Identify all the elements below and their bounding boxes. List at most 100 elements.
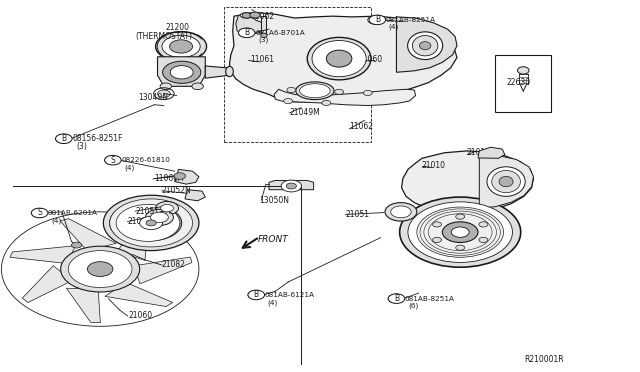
- Circle shape: [248, 290, 264, 300]
- Ellipse shape: [412, 36, 438, 56]
- Bar: [225, 7, 371, 142]
- Circle shape: [150, 212, 168, 222]
- Text: 11062: 11062: [250, 12, 274, 21]
- Text: S: S: [37, 208, 42, 218]
- Text: 08156-8251F: 08156-8251F: [73, 134, 123, 143]
- Circle shape: [68, 251, 132, 288]
- Polygon shape: [401, 151, 534, 212]
- Ellipse shape: [312, 41, 366, 77]
- Circle shape: [120, 205, 182, 241]
- Text: 081AB-8251A: 081AB-8251A: [404, 296, 455, 302]
- Circle shape: [192, 83, 204, 90]
- Polygon shape: [236, 13, 266, 35]
- Circle shape: [368, 15, 383, 24]
- Circle shape: [104, 156, 120, 164]
- Circle shape: [88, 262, 113, 276]
- Ellipse shape: [408, 32, 443, 60]
- Text: (4): (4): [389, 24, 399, 31]
- Polygon shape: [185, 190, 205, 201]
- Text: (3): (3): [258, 37, 268, 44]
- Ellipse shape: [226, 66, 234, 77]
- Circle shape: [388, 294, 403, 303]
- Text: 21082: 21082: [162, 260, 186, 269]
- Text: B: B: [244, 28, 250, 37]
- Circle shape: [287, 87, 296, 93]
- Circle shape: [385, 203, 417, 221]
- Circle shape: [145, 209, 173, 225]
- Ellipse shape: [419, 42, 431, 50]
- Ellipse shape: [241, 13, 253, 18]
- Circle shape: [399, 197, 521, 267]
- Circle shape: [31, 209, 47, 217]
- Text: 21010: 21010: [422, 161, 446, 170]
- Circle shape: [140, 216, 163, 230]
- Polygon shape: [269, 180, 314, 190]
- Circle shape: [442, 222, 478, 243]
- Circle shape: [156, 32, 207, 61]
- Text: 21014: 21014: [467, 148, 491, 157]
- Circle shape: [417, 207, 504, 257]
- Circle shape: [479, 222, 488, 227]
- Circle shape: [174, 173, 186, 179]
- Text: 081A6-B701A: 081A6-B701A: [255, 30, 305, 36]
- Circle shape: [116, 205, 180, 241]
- Text: 11060: 11060: [358, 55, 382, 64]
- Ellipse shape: [260, 33, 267, 38]
- Polygon shape: [117, 221, 148, 260]
- Circle shape: [170, 65, 193, 79]
- Text: 21049M: 21049M: [289, 108, 320, 117]
- Circle shape: [250, 12, 260, 18]
- Polygon shape: [478, 147, 505, 158]
- Text: (6): (6): [408, 303, 418, 309]
- Text: 21051+A: 21051+A: [135, 206, 171, 216]
- Circle shape: [433, 222, 442, 227]
- Circle shape: [335, 89, 344, 94]
- Text: 081AB-6121A: 081AB-6121A: [264, 292, 315, 298]
- Ellipse shape: [499, 176, 513, 187]
- Text: 21082C: 21082C: [127, 217, 157, 226]
- Circle shape: [456, 245, 465, 250]
- Ellipse shape: [307, 38, 371, 80]
- Polygon shape: [105, 282, 173, 307]
- Circle shape: [157, 90, 170, 97]
- Circle shape: [56, 134, 71, 143]
- Text: B: B: [253, 291, 259, 299]
- Ellipse shape: [300, 84, 330, 98]
- Polygon shape: [205, 66, 230, 78]
- Polygon shape: [22, 266, 72, 302]
- Text: S: S: [111, 155, 115, 165]
- Text: 11062: 11062: [349, 122, 373, 131]
- Circle shape: [388, 294, 404, 304]
- Text: (4): (4): [51, 217, 61, 224]
- Circle shape: [243, 13, 251, 18]
- Ellipse shape: [487, 167, 525, 196]
- Text: 13049N: 13049N: [138, 93, 168, 102]
- Circle shape: [364, 90, 372, 96]
- Circle shape: [109, 201, 186, 245]
- Circle shape: [286, 183, 296, 189]
- Polygon shape: [10, 246, 76, 263]
- Text: 11060A: 11060A: [154, 174, 184, 183]
- Polygon shape: [479, 156, 534, 208]
- Circle shape: [456, 214, 465, 219]
- Polygon shape: [230, 13, 457, 102]
- Text: 08226-61810: 08226-61810: [121, 157, 170, 163]
- Ellipse shape: [326, 50, 352, 67]
- Text: 22630: 22630: [507, 78, 531, 87]
- Circle shape: [281, 180, 301, 192]
- Text: 21200: 21200: [166, 23, 190, 32]
- Polygon shape: [67, 288, 100, 323]
- Text: (3): (3): [76, 142, 87, 151]
- Text: B: B: [61, 134, 67, 143]
- Circle shape: [161, 205, 173, 212]
- Polygon shape: [134, 257, 192, 284]
- Circle shape: [160, 83, 172, 90]
- Text: (THERMOSTAT): (THERMOSTAT): [135, 32, 192, 41]
- Polygon shape: [396, 16, 457, 72]
- Text: (4): (4): [268, 299, 278, 305]
- Text: 11061: 11061: [250, 55, 274, 64]
- Polygon shape: [274, 89, 415, 106]
- Ellipse shape: [296, 82, 334, 100]
- Circle shape: [451, 227, 469, 237]
- Circle shape: [146, 220, 156, 226]
